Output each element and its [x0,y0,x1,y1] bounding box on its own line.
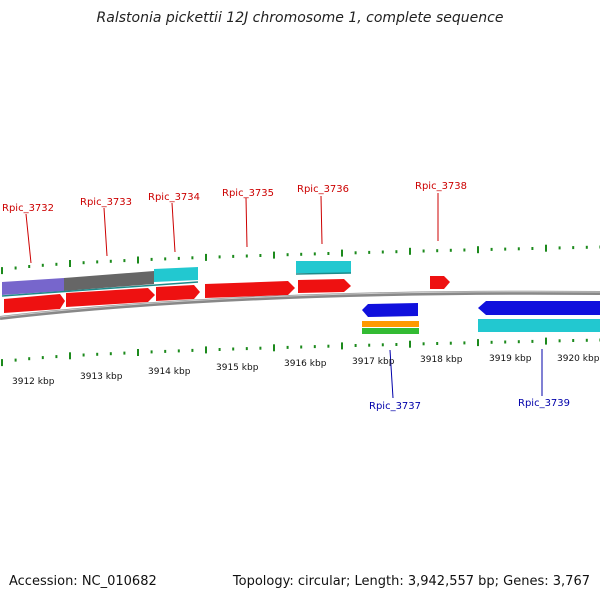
leader-line-rpic-3737 [389,349,394,399]
kbp-label-3917: 3917 kbp [352,357,395,367]
cds-arrow-rpic-3739[interactable] [478,301,600,315]
gene-label-rpic-3738[interactable]: Rpic_3738 [415,181,467,192]
gene-label-rpic-3732[interactable]: Rpic_3732 [2,203,54,214]
cds-arrow-rpic-3736[interactable] [298,279,351,293]
feature-band-cyan-3[interactable] [478,319,600,332]
outer-tick-row [1,244,600,275]
band-shadow [1,281,199,297]
band-shadow-2 [295,272,352,275]
cds-arrow-rpic-3733[interactable] [66,288,155,307]
leader-line-rpic-3732 [25,213,32,264]
leader-line-rpic-3734 [171,202,176,253]
cds-arrow-rpic-3734[interactable] [156,285,200,301]
kbp-label-3914: 3914 kbp [148,367,191,377]
accession-text: Accession: NC_010682 [9,574,157,589]
feature-band-orange[interactable] [362,321,419,327]
topology-text: Topology: circular; Length: 3,942,557 bp… [232,574,590,589]
cds-arrow-rpic-3732[interactable] [4,294,65,313]
gene-label-rpic-3733[interactable]: Rpic_3733 [80,197,132,208]
map-title: Ralstonia pickettii 12J chromosome 1, co… [96,10,504,26]
cds-arrow-rpic-3737[interactable] [362,303,418,317]
gene-label-rpic-3739[interactable]: Rpic_3739 [518,398,570,409]
feature-band-gray[interactable] [64,271,154,291]
leader-line-rpic-3733 [103,207,108,257]
leader-line-rpic-3736 [320,195,323,245]
gene-label-rpic-3736[interactable]: Rpic_3736 [297,184,349,195]
cds-arrow-rpic-3738[interactable] [430,276,450,289]
kbp-label-3912: 3912 kbp [12,377,55,387]
feature-band-cyan-2[interactable] [296,261,351,273]
gene-label-rpic-3737[interactable]: Rpic_3737 [369,401,421,412]
kbp-label-3916: 3916 kbp [284,359,327,369]
kbp-label-3920: 3920 kbp [557,354,600,364]
inner-tick-row [1,337,600,367]
kbp-label-3919: 3919 kbp [489,354,532,364]
leader-line-rpic-3735 [245,197,248,248]
feature-band-green[interactable] [362,328,419,334]
gene-label-rpic-3734[interactable]: Rpic_3734 [148,192,200,203]
kbp-label-3918: 3918 kbp [420,355,463,365]
backbone-highlight [0,291,600,318]
feature-band-cyan[interactable] [154,267,198,282]
cds-arrow-rpic-3735[interactable] [205,281,295,298]
gene-label-rpic-3735[interactable]: Rpic_3735 [222,188,274,199]
feature-band-purple[interactable] [2,278,64,295]
kbp-label-3913: 3913 kbp [80,372,123,382]
kbp-label-3915: 3915 kbp [216,363,259,373]
backbone-track [0,290,600,320]
